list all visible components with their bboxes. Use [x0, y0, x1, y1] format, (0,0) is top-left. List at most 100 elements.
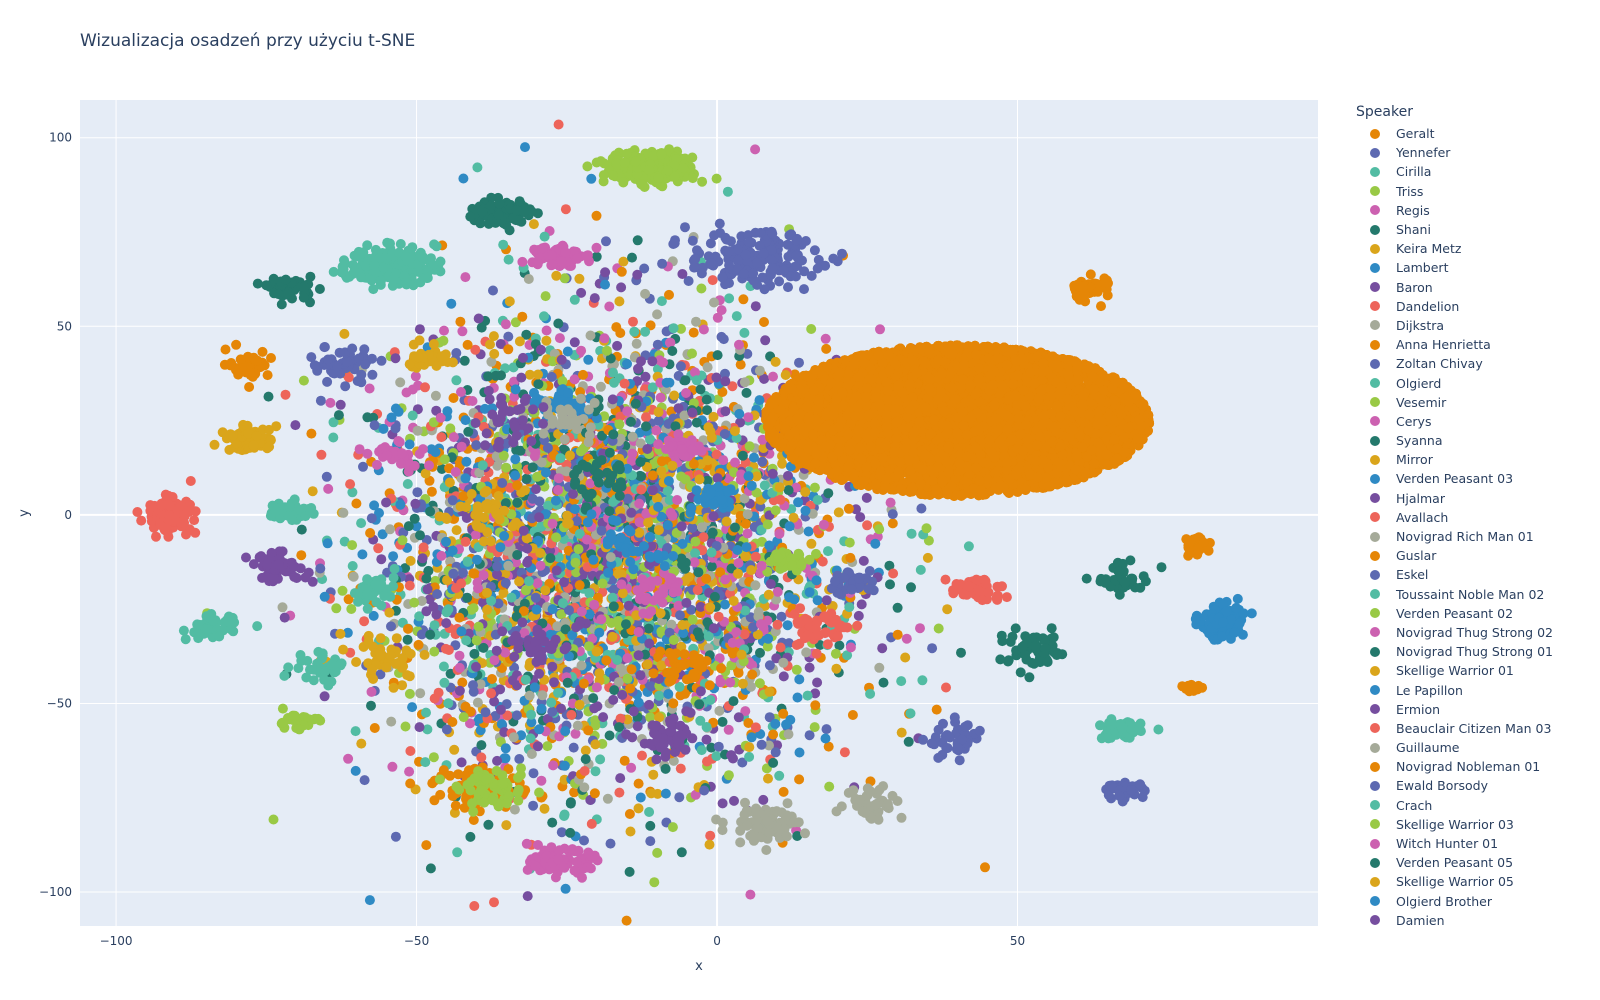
point-crach — [320, 666, 330, 677]
point-avallach — [405, 746, 416, 756]
point-ermion — [546, 644, 557, 655]
point-skellige-warrior-05 — [479, 487, 490, 498]
point-olgierd-brother — [605, 529, 616, 540]
point-novigrad-nobleman-01 — [578, 678, 589, 689]
point-le-papillon — [446, 298, 457, 309]
point-keira-metz — [541, 335, 552, 346]
point-mirror — [366, 664, 377, 675]
point-ewald-borsody — [547, 706, 558, 717]
point-novigrad-thug-strong-01 — [483, 371, 494, 382]
point-shani — [521, 329, 532, 340]
point-damien — [632, 269, 643, 280]
point-ewald-borsody — [530, 592, 541, 603]
point-avallach — [628, 316, 638, 327]
point-witch-hunter-01 — [500, 319, 511, 330]
point-verden-peasant-02 — [687, 348, 697, 359]
point-le-papillon — [510, 384, 521, 395]
point-witch-hunter-01 — [547, 518, 558, 529]
point-witch-hunter-01 — [456, 387, 466, 397]
point-triss — [712, 394, 723, 405]
point-damien — [633, 650, 644, 661]
point-damien — [568, 489, 578, 499]
point-cerys — [698, 324, 709, 335]
point-olgierd-brother — [741, 542, 752, 553]
point-verden-peasant-02 — [429, 646, 440, 657]
point-geralt — [1099, 277, 1110, 288]
point-guslar — [365, 528, 376, 538]
point-skellige-warrior-05 — [667, 460, 678, 471]
point-novigrad-nobleman-01 — [647, 470, 658, 481]
point-ermion — [454, 685, 465, 696]
point-damien — [381, 497, 392, 508]
point-cerys — [343, 753, 354, 764]
point-verden-peasant-05 — [692, 627, 703, 638]
point-olgierd-brother — [430, 447, 441, 458]
point-crach — [584, 588, 595, 599]
point-novigrad-nobleman-01 — [701, 573, 712, 584]
point-yennefer — [605, 838, 616, 849]
point-hjalmar — [701, 734, 712, 745]
point-mirror — [514, 336, 525, 347]
point-skellige-warrior-05 — [466, 489, 477, 499]
point-crach — [350, 726, 361, 737]
point-ermion — [549, 677, 559, 688]
point-eskel — [315, 395, 326, 406]
point-geralt — [633, 778, 644, 789]
point-skellige-warrior-03 — [744, 441, 755, 452]
point-guillaume — [602, 793, 613, 804]
point-cirilla — [451, 375, 462, 386]
point-olgierd-brother — [456, 626, 467, 637]
point-novigrad-nobleman-01 — [690, 672, 701, 683]
point-novigrad-nobleman-01 — [688, 650, 699, 661]
point-novigrad-thug-strong-01 — [496, 370, 506, 381]
point-mirror — [338, 644, 349, 655]
point-damien — [717, 798, 728, 809]
point-guillaume — [556, 406, 567, 417]
point-geralt — [1096, 301, 1106, 312]
point-damien — [421, 606, 432, 617]
point-hjalmar — [279, 612, 290, 623]
point-damien — [538, 402, 549, 413]
point-crach — [644, 807, 655, 817]
point-mirror — [419, 649, 430, 660]
point-skellige-warrior-05 — [590, 739, 601, 750]
point-lambert — [388, 551, 399, 562]
point-novigrad-rich-man-01 — [691, 316, 701, 327]
point-crach — [612, 655, 623, 665]
point-baron — [729, 795, 739, 806]
point-novigrad-thug-strong-02 — [394, 437, 405, 448]
point-witch-hunter-01 — [589, 599, 600, 610]
point-baron — [877, 643, 888, 654]
point-guillaume — [640, 288, 651, 299]
point-damien — [519, 396, 530, 406]
point-damien — [559, 577, 569, 588]
point-skellige-warrior-05 — [507, 521, 518, 532]
point-cirilla — [905, 708, 916, 719]
point-olgierd-brother — [582, 517, 593, 528]
point-damien — [623, 600, 634, 611]
point-olgierd-brother — [653, 550, 663, 560]
point-crach — [452, 847, 463, 858]
point-olgierd-brother — [319, 591, 330, 602]
point-verden-peasant-03 — [749, 452, 759, 463]
point-cirilla — [656, 296, 667, 307]
point-witch-hunter-01 — [672, 495, 683, 505]
point-olgierd-brother — [583, 354, 594, 365]
point-damien — [720, 376, 731, 387]
point-novigrad-rich-man-01 — [537, 690, 548, 701]
point-olgierd-brother — [550, 495, 561, 506]
point-verden-peasant-05 — [533, 379, 544, 390]
point-verden-peasant-03 — [720, 599, 730, 610]
point-novigrad-nobleman-01 — [503, 344, 514, 355]
point-dandelion — [888, 568, 899, 579]
point-crach — [668, 323, 679, 334]
point-ermion — [783, 470, 793, 481]
point-skellige-warrior-01 — [625, 826, 636, 837]
point-eskel — [358, 461, 368, 472]
point-skellige-warrior-03 — [809, 482, 820, 493]
point-olgierd — [389, 563, 400, 574]
point-ewald-borsody — [448, 568, 459, 579]
point-mirror — [390, 659, 401, 669]
point-novigrad-thug-strong-02 — [750, 144, 761, 155]
